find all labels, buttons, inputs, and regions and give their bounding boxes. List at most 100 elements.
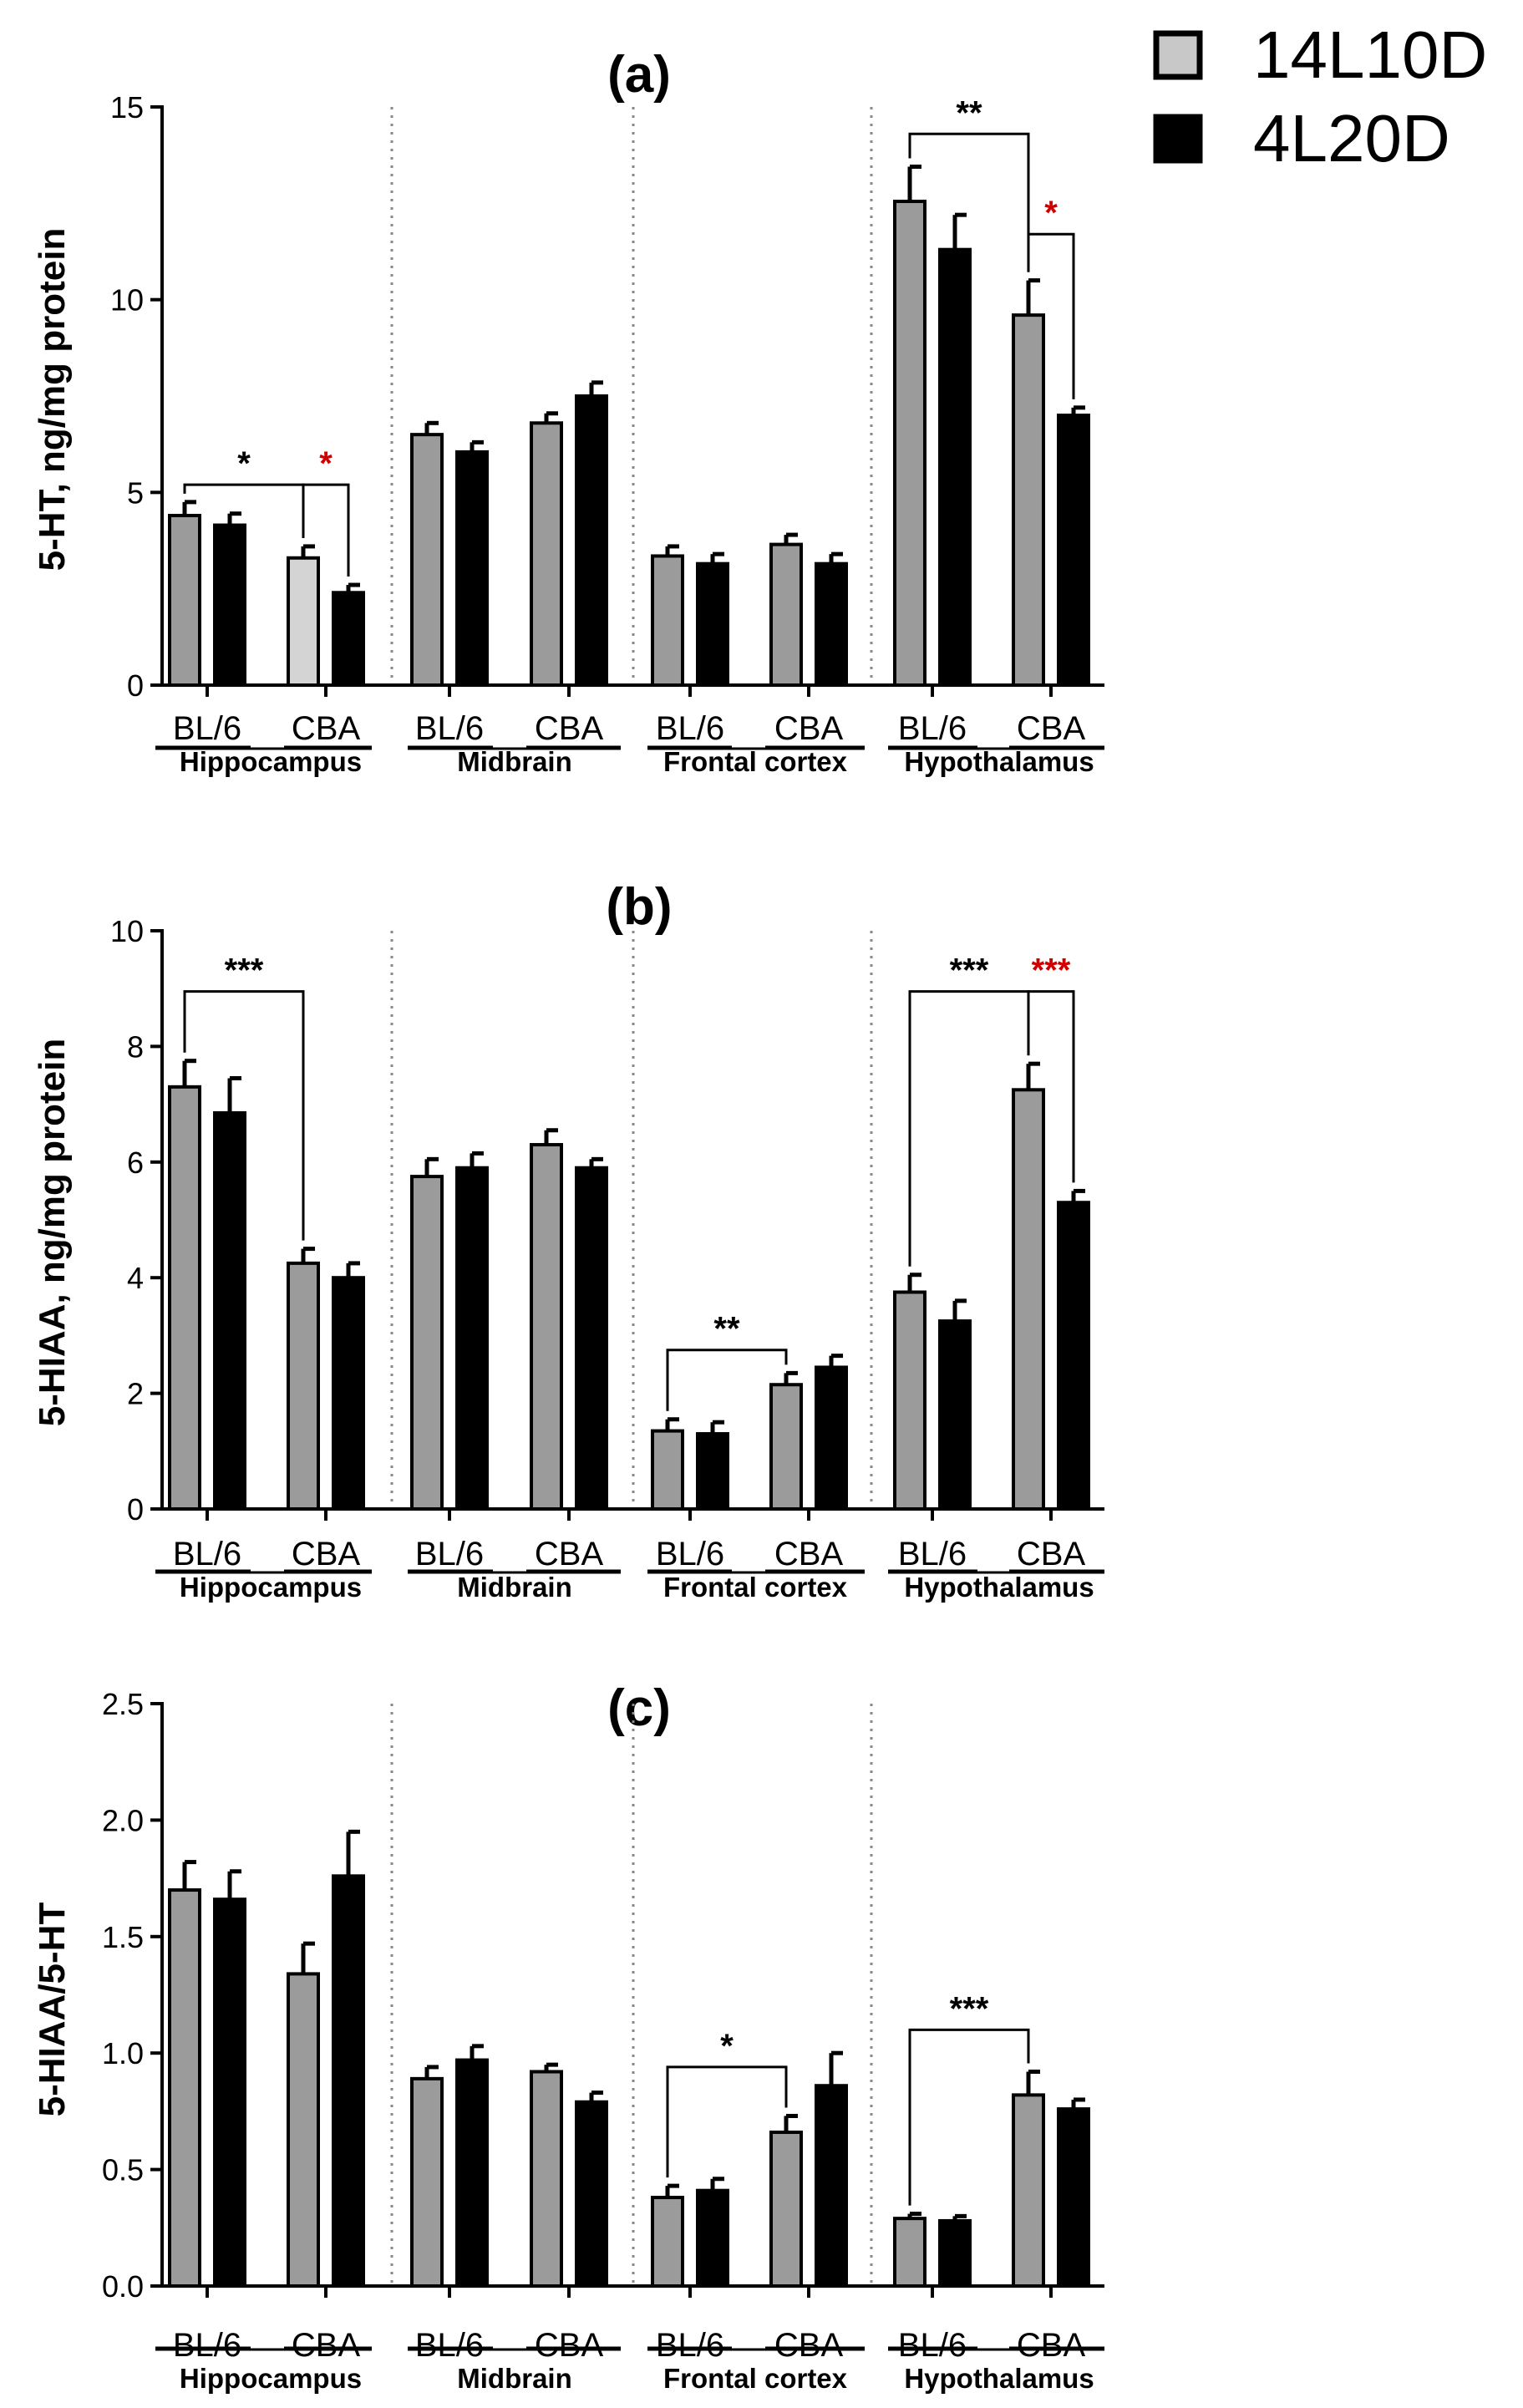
bar-4l20d xyxy=(938,1319,972,1511)
panel-a: (a) 5-HT, ng/mg protein Hippocampus Midb… xyxy=(32,46,1104,777)
bar-4l20d xyxy=(575,394,608,687)
region-labels: Hippocampus Midbrain Frontal cortex Hypo… xyxy=(180,2363,1094,2394)
strain-label: CBA xyxy=(774,2327,844,2364)
strain-labels: BL/6 CBA BL/6 CBA BL/6 CBA BL/6 CBA xyxy=(173,710,1086,747)
y-tick-label: 8 xyxy=(127,1029,144,1064)
y-tick-label: 2.5 xyxy=(102,1687,144,1721)
bar-4l20d xyxy=(696,1432,729,1511)
y-tick-label: 0 xyxy=(127,1492,144,1527)
bar-14l10d xyxy=(530,421,563,687)
strain-label: BL/6 xyxy=(173,1536,241,1572)
strain-labels: BL/6 CBA BL/6 CBA BL/6 CBA BL/6 CBA xyxy=(173,1536,1086,1572)
region-label-frontal-cortex: Frontal cortex xyxy=(663,746,848,777)
bar-4l20d xyxy=(332,1276,365,1511)
panel-title: (a) xyxy=(607,46,671,104)
region-label-midbrain: Midbrain xyxy=(457,1572,572,1603)
strain-label: CBA xyxy=(535,710,604,747)
significance-bracket xyxy=(666,2065,788,2178)
y-tick-label: 4 xyxy=(127,1261,144,1295)
bar-14l10d xyxy=(287,1261,320,1511)
strain-label: CBA xyxy=(535,2327,604,2364)
bar-4l20d xyxy=(455,1166,489,1511)
bar-14l10d xyxy=(893,1290,926,1511)
strain-label: BL/6 xyxy=(415,1536,484,1572)
y-tick-label: 15 xyxy=(110,90,144,124)
y-axis-label: 5-HIAA, ng/mg protein xyxy=(32,1039,73,1426)
bar-14l10d xyxy=(287,1972,320,2288)
strain-label: CBA xyxy=(774,1536,844,1572)
bar-4l20d xyxy=(455,450,489,687)
significance-label: *** xyxy=(225,953,264,989)
strain-label: CBA xyxy=(1017,1536,1086,1572)
y-tick-label: 6 xyxy=(127,1146,144,1180)
bar-14l10d xyxy=(1012,313,1045,687)
strain-label: BL/6 xyxy=(415,710,484,747)
significance-label: * xyxy=(319,445,333,482)
strain-label: CBA xyxy=(292,1536,361,1572)
y-tick-label: 0.5 xyxy=(102,2153,144,2187)
bar-4l20d xyxy=(938,2218,972,2289)
panel-c: (c) 5-HIAA/5-HT Hippocampus Midbrain Fro… xyxy=(32,1679,1104,2394)
strain-label: BL/6 xyxy=(656,1536,724,1572)
y-tick-label: 2.0 xyxy=(102,1803,144,1837)
strain-label: BL/6 xyxy=(415,2327,484,2364)
bar-4l20d xyxy=(1057,414,1090,687)
bar-4l20d xyxy=(696,561,729,687)
significance-bracket xyxy=(908,132,1030,272)
bar-14l10d xyxy=(1012,1088,1045,1511)
y-tick-label: 0.0 xyxy=(102,2269,144,2304)
significance-label: ** xyxy=(956,94,982,131)
bar-4l20d xyxy=(332,1874,365,2288)
region-label-hypothalamus: Hypothalamus xyxy=(904,1572,1094,1603)
significance-label: *** xyxy=(950,1990,989,2027)
bar-14l10d xyxy=(893,2217,926,2288)
strain-label: BL/6 xyxy=(173,2327,241,2364)
panel-title: (c) xyxy=(607,1679,671,1737)
significance-bracket xyxy=(1027,990,1075,1183)
significance-bracket xyxy=(908,2028,1030,2206)
strain-labels: BL/6 CBA BL/6 CBA BL/6 CBA BL/6 CBA xyxy=(173,2327,1086,2364)
bar-4l20d xyxy=(332,591,365,688)
bar-4l20d xyxy=(1057,1201,1090,1511)
bar-4l20d xyxy=(1057,2107,1090,2289)
bar-14l10d xyxy=(769,2130,803,2288)
region-label-frontal-cortex: Frontal cortex xyxy=(663,1572,848,1603)
bar-14l10d xyxy=(893,200,926,687)
strain-label: CBA xyxy=(535,1536,604,1572)
bar-4l20d xyxy=(938,247,972,687)
bar-4l20d xyxy=(815,2084,848,2288)
bar-14l10d xyxy=(168,514,201,687)
region-label-hippocampus: Hippocampus xyxy=(180,746,362,777)
y-axis-label: 5-HIAA/5-HT xyxy=(32,1903,73,2117)
y-tick-label: 2 xyxy=(127,1377,144,1411)
legend-swatch-14l10d xyxy=(1153,30,1203,80)
bar-4l20d xyxy=(815,561,848,687)
region-label-hypothalamus: Hypothalamus xyxy=(904,746,1094,777)
bar-14l10d xyxy=(530,1143,563,1511)
region-label-hypothalamus: Hypothalamus xyxy=(904,2363,1094,2394)
bar-14l10d xyxy=(769,542,803,688)
y-tick-label: 5 xyxy=(127,475,144,510)
significance-bracket xyxy=(666,1349,788,1411)
region-label-hippocampus: Hippocampus xyxy=(180,2363,362,2394)
strain-label: CBA xyxy=(1017,2327,1086,2364)
bar-4l20d xyxy=(213,523,246,688)
strain-label: BL/6 xyxy=(898,1536,967,1572)
bar-4l20d xyxy=(696,2188,729,2288)
region-label-midbrain: Midbrain xyxy=(457,2363,572,2394)
strain-label: BL/6 xyxy=(656,2327,724,2364)
bar-14l10d xyxy=(168,1888,201,2289)
significance-label: *** xyxy=(1032,953,1071,989)
y-axis-label: 5-HT, ng/mg protein xyxy=(32,228,73,572)
y-tick-label: 1.0 xyxy=(102,2036,144,2070)
bar-14l10d xyxy=(651,2196,684,2288)
bar-14l10d xyxy=(530,2070,563,2288)
bar-4l20d xyxy=(815,1365,848,1511)
bar-4l20d xyxy=(213,1110,246,1511)
strain-label: CBA xyxy=(292,710,361,747)
bar-14l10d xyxy=(168,1085,201,1511)
bar-4l20d xyxy=(575,2100,608,2289)
bar-14l10d xyxy=(769,1383,803,1511)
bar-14l10d xyxy=(651,1429,684,1511)
significance-label: * xyxy=(720,2028,734,2065)
